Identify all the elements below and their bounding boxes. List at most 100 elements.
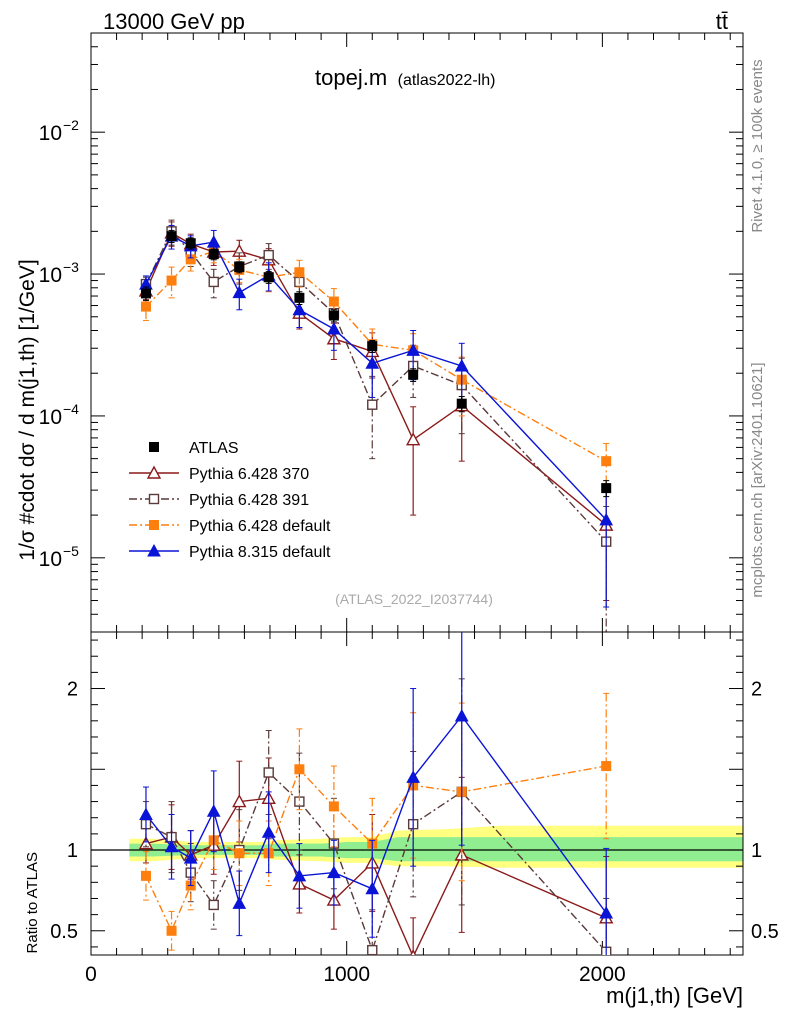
- data-point: [328, 296, 339, 307]
- data-point: [263, 272, 274, 283]
- data-point: [166, 231, 177, 242]
- ratio-point: [183, 851, 198, 864]
- ratio-point: [138, 836, 154, 850]
- ratio-point: [406, 770, 421, 783]
- legend: ATLAS Pythia 6.428 370 Pythia 6.428 391 Pyt…: [129, 440, 331, 561]
- ratio-line: [145, 714, 607, 914]
- data-point: [601, 456, 612, 467]
- process-label: tt̄: [716, 9, 728, 34]
- legend-label: Pythia 6.428 370: [189, 466, 309, 483]
- ratio-point: [206, 804, 221, 817]
- ratio-point: [166, 925, 177, 936]
- ratio-tick-label: 0.5: [50, 921, 78, 943]
- ratio-point: [454, 708, 469, 722]
- series-pythia-6-428-391: [140, 219, 612, 632]
- ratio-point: [328, 801, 339, 812]
- ratio-point: [601, 761, 612, 772]
- data-point: [599, 512, 614, 526]
- ratio-line: [145, 797, 607, 955]
- data-point: [208, 276, 219, 288]
- data-point: [327, 321, 341, 335]
- beam-label: 13000 GeV pp: [103, 9, 245, 34]
- data-point: [185, 238, 196, 249]
- y-tick-exponent: −2: [63, 117, 79, 133]
- analysis-id: (ATLAS_2022_I2037744): [335, 591, 493, 607]
- data-point: [292, 302, 307, 316]
- data-point: [405, 432, 421, 446]
- ratio-tick-label-right: 0.5: [751, 921, 779, 943]
- ratio-point: [232, 896, 247, 909]
- y-tick-exponent: −5: [63, 543, 79, 559]
- ratio-point: [294, 764, 305, 775]
- ratio-point: [292, 868, 307, 882]
- y-tick-label: 10: [39, 122, 62, 145]
- ratio-point: [232, 794, 247, 808]
- data-point: [232, 285, 247, 299]
- svg-text:1/σ #cdot dσ / d m(j1,th) [1/G: 1/σ #cdot dσ / d m(j1,th) [1/GeV]: [16, 259, 39, 560]
- data-point: [206, 235, 221, 248]
- x-tick-label: 2000: [579, 963, 626, 986]
- series-atlas: [140, 229, 612, 498]
- data-point: [408, 369, 419, 380]
- ratio-point: [263, 767, 274, 778]
- data-point: [454, 358, 469, 372]
- legend-item-pythia-6-428-370: Pythia 6.428 370: [129, 465, 309, 483]
- x-axis-title: m(j1,th) [GeV]: [606, 983, 743, 1008]
- ratio-line: [145, 765, 607, 933]
- legend-label: Pythia 6.428 391: [189, 492, 309, 509]
- data-point: [328, 310, 339, 321]
- data-point: [208, 249, 219, 260]
- data-point: [406, 343, 421, 356]
- ratio-tick-label: 2: [67, 679, 78, 701]
- ratio-point: [327, 865, 341, 879]
- legend-label: Pythia 8.315 default: [189, 544, 331, 561]
- svg-text:m(j1,th) [GeV]: m(j1,th) [GeV]: [606, 983, 743, 1008]
- ratio-axis-title: Ratio to ATLAS: [24, 852, 41, 953]
- data-point: [367, 341, 378, 352]
- plot-title-main: topej.m: [315, 65, 387, 90]
- ratio-tick-label: 1: [67, 840, 78, 862]
- legend-item-pythia-6-428-default: Pythia 6.428 default: [129, 518, 331, 535]
- y-tick-label: 10: [39, 548, 62, 571]
- mcplots-label: mcplots.cern.ch [arXiv:2401.10621]: [749, 362, 766, 597]
- plot-title-sub: (atlas2022-lh): [398, 72, 496, 89]
- ratio-tick-label-right: 2: [751, 679, 762, 701]
- data-point: [367, 399, 378, 410]
- rivet-label: Rivet 4.1.0, ≥ 100k events: [749, 59, 766, 232]
- ratio-point: [140, 870, 151, 881]
- data-point: [234, 262, 245, 273]
- ratio-point: [599, 905, 614, 919]
- y-axis-title-text: 1/σ #cdot dσ / d m(j1,th) [1/GeV]: [16, 259, 39, 560]
- ratio-point: [139, 807, 153, 820]
- data-point: [263, 249, 274, 261]
- legend-marker: [149, 442, 159, 452]
- ratio-point: [261, 825, 276, 838]
- legend-marker: [149, 520, 159, 530]
- legend-marker: [146, 465, 162, 479]
- legend-marker: [148, 493, 160, 505]
- data-point: [365, 356, 380, 369]
- ratio-point: [367, 944, 378, 955]
- data-point: [601, 483, 612, 494]
- legend-item-atlas: ATLAS: [149, 440, 239, 457]
- ratio-tick-label-right: 1: [751, 840, 762, 862]
- y-axis-title: 1/σ #cdot dσ / d m(j1,th) [1/GeV]: [16, 259, 39, 560]
- legend-item-pythia-6-428-391: Pythia 6.428 391: [129, 492, 309, 509]
- legend-label: Pythia 6.428 default: [189, 518, 331, 535]
- legend-item-pythia-8-315-default: Pythia 8.315 default: [129, 543, 331, 561]
- ratio-point: [234, 848, 245, 859]
- ratio-plot-panel: 0 1000 2000 0.5 0.5 1 1 2 2: [50, 33, 779, 986]
- ratio-band-stat: [129, 837, 743, 862]
- plot-title: topej.m (atlas2022-lh): [315, 65, 495, 90]
- data-point: [166, 275, 177, 286]
- data-point: [140, 288, 151, 299]
- y-tick-exponent: −3: [63, 259, 79, 275]
- x-tick-label: 0: [85, 963, 97, 986]
- legend-marker: [147, 543, 161, 557]
- data-point: [456, 398, 467, 409]
- data-point: [294, 292, 305, 303]
- y-tick-label: 10: [39, 264, 62, 287]
- ratio-line: [145, 771, 607, 953]
- main-frame: [90, 32, 744, 633]
